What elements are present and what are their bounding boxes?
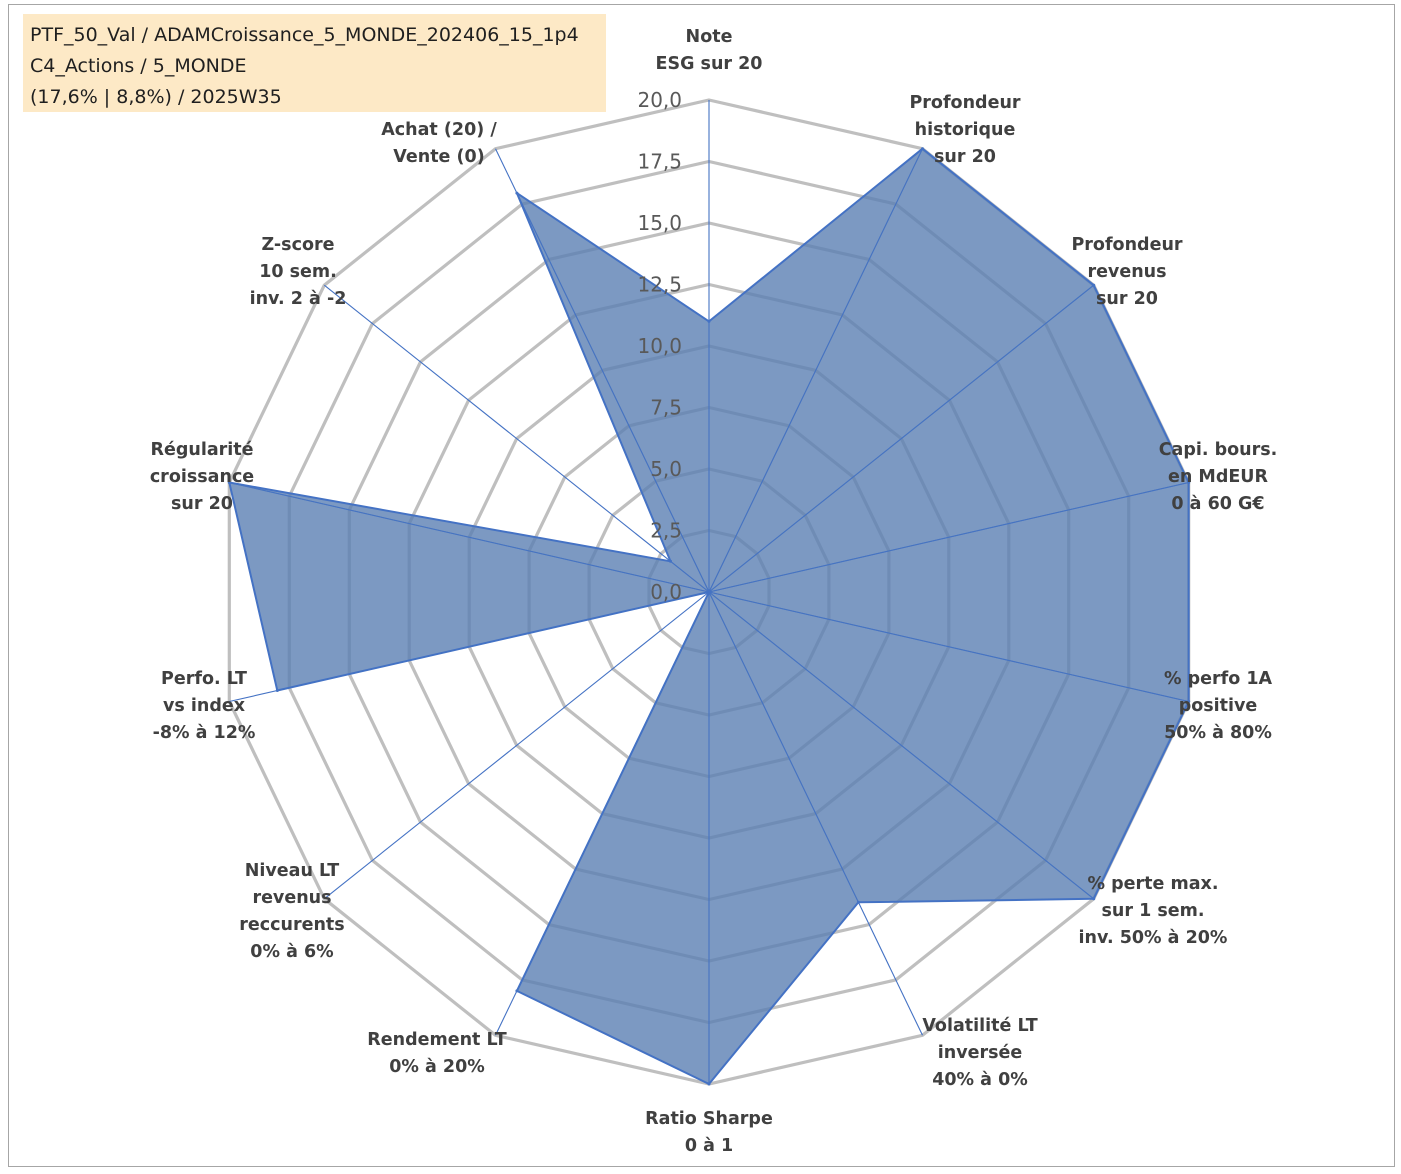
axis-label-1-line-1: historique [915, 120, 1016, 140]
performance-week: (17,6% | 8,8%) / 2025W35 [30, 86, 282, 108]
axis-label-10-line-2: -8% à 12% [153, 723, 256, 743]
series-spoke-12 [670, 560, 710, 593]
series-spoke-3 [708, 482, 1189, 593]
axis-label-3-line-0: Capi. bours. [1159, 440, 1278, 460]
axis-label-6-line-0: Volatilité LT [922, 1016, 1037, 1036]
tick-label-4: 10,0 [637, 334, 682, 358]
data-point-1 [921, 147, 924, 151]
series-spoke-4 [708, 591, 1189, 702]
data-point-5 [1092, 897, 1096, 901]
axis-label-8-line-0: Rendement LT [367, 1030, 506, 1050]
axis-label-3-line-1: en MdEUR [1168, 467, 1269, 487]
tick-label-8: 20,0 [637, 88, 682, 112]
radar-tick-labels: 0,0 2,5 5,0 7,5 10,0 12,5 15,0 17,5 20,0 [637, 88, 682, 604]
tick-label-7: 17,5 [637, 150, 682, 174]
axis-label-1-line-2: sur 20 [934, 147, 996, 167]
axis-label-7-line-0: Ratio Sharpe [645, 1109, 773, 1129]
axis-label-5-line-2: inv. 50% à 20% [1079, 928, 1228, 948]
axis-label-5-line-0: % perte max. [1088, 874, 1219, 894]
axis-label-10-line-0: Perfo. LT [161, 669, 247, 689]
axis-label-12-line-2: inv. 2 à -2 [250, 289, 347, 309]
data-point-6 [856, 900, 860, 904]
radar-axis-labels: Note ESG sur 20 Profondeur historique sur 20… [150, 27, 1278, 1156]
axis-label-2-line-0: Profondeur [1071, 235, 1182, 255]
spoke-9 [323, 591, 710, 900]
tick-label-5: 12,5 [637, 273, 682, 297]
portfolio-info-box: PTF_50_Val / ADAMCroissance_5_MONDE_2024… [23, 14, 606, 112]
tick-label-1: 2,5 [650, 519, 682, 543]
data-point-4 [1187, 700, 1191, 703]
axis-label-12-line-1: 10 sem. [259, 262, 337, 282]
axis-label-1-line-0: Profondeur [909, 93, 1020, 113]
series-spoke-13 [516, 192, 710, 593]
axis-label-6-line-1: inversée [938, 1043, 1023, 1063]
axis-label-9-line-1: revenus [252, 888, 331, 908]
axis-label-9-line-2: reccurents [239, 915, 344, 935]
data-point-10 [275, 689, 279, 692]
series-spoke-2 [708, 284, 1095, 593]
axis-label-2-line-1: revenus [1087, 262, 1166, 282]
axis-label-5-line-1: sur 1 sem. [1101, 901, 1204, 921]
data-point-11 [227, 481, 231, 484]
asset-class: C4_Actions / 5_MONDE [30, 55, 247, 77]
axis-label-9-line-0: Niveau LT [245, 861, 340, 881]
data-point-12 [669, 559, 672, 563]
data-point-13 [515, 191, 519, 195]
data-point-3 [1187, 481, 1191, 484]
data-point-0 [707, 319, 711, 323]
series-spoke-10 [277, 591, 710, 691]
series-spoke-6 [708, 591, 859, 903]
axis-label-12-line-0: Z-score [262, 235, 335, 255]
axis-label-3-line-2: 0 à 60 G€ [1171, 494, 1264, 514]
series-spoke-1 [708, 148, 923, 593]
data-point-7 [707, 1082, 711, 1086]
axis-label-10-line-1: vs index [163, 696, 246, 716]
tick-label-2: 5,0 [650, 457, 682, 481]
series-spoke-5 [708, 591, 1095, 900]
axis-label-4-line-0: % perfo 1A [1164, 669, 1273, 689]
axis-label-6-line-2: 40% à 0% [932, 1070, 1028, 1090]
axis-label-0-line-0: Note [686, 27, 733, 47]
axis-label-11-line-1: croissance [150, 467, 254, 487]
data-point-2 [1092, 283, 1096, 287]
axis-label-2-line-2: sur 20 [1096, 289, 1158, 309]
portfolio-name: PTF_50_Val / ADAMCroissance_5_MONDE_2024… [30, 24, 579, 46]
data-point-8 [515, 989, 519, 993]
tick-label-0: 0,0 [650, 580, 682, 604]
spoke-12 [323, 284, 710, 593]
series-spoke-11 [229, 482, 710, 593]
axis-label-4-line-2: 50% à 80% [1164, 723, 1272, 743]
radar-series [227, 147, 1191, 1086]
axis-label-11-line-0: Régularité [150, 440, 253, 460]
axis-label-11-line-2: sur 20 [171, 494, 233, 514]
axis-label-8-line-1: 0% à 20% [389, 1057, 485, 1077]
tick-label-6: 15,0 [637, 211, 682, 235]
axis-label-7-line-1: 0 à 1 [685, 1136, 733, 1156]
axis-label-0-line-1: ESG sur 20 [656, 54, 763, 74]
series-spoke-8 [516, 591, 710, 992]
axis-label-4-line-1: positive [1179, 696, 1258, 716]
axis-label-13-line-1: Achat (20) / [381, 120, 497, 140]
tick-label-3: 7,5 [650, 396, 682, 420]
axis-label-13-line-2: Vente (0) [393, 147, 484, 167]
axis-label-9-line-3: 0% à 6% [250, 942, 333, 962]
